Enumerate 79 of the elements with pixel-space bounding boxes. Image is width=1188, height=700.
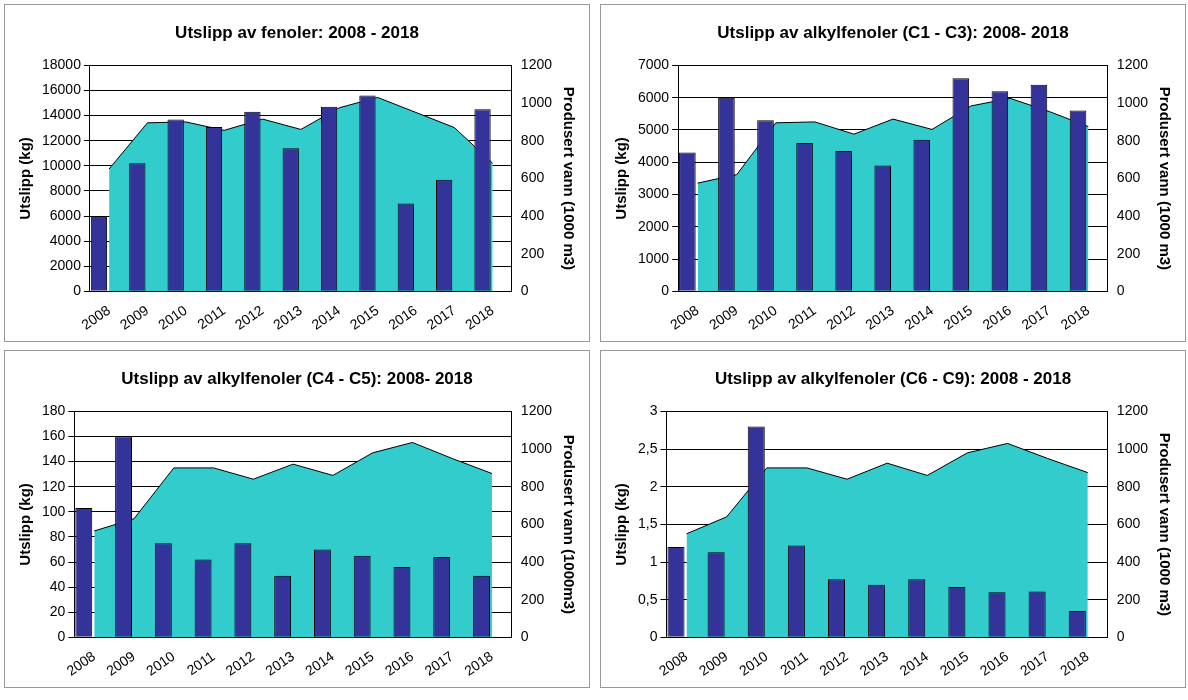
y-tick-label: 0 [73, 282, 82, 299]
y-tick-label: 20 [49, 603, 66, 620]
y2-tick-label: 200 [1116, 590, 1141, 607]
y-tick-label: 2000 [49, 257, 82, 274]
y-tick-label: 120 [42, 477, 66, 494]
chart-title: Utslipp av alkylfenoler (C4 - C5): 2008- 2018 [121, 368, 473, 388]
y-tick-label: 6000 [637, 88, 670, 105]
x-tick-label: 2011 [194, 301, 229, 333]
y-tick-label: 8000 [49, 181, 82, 198]
y-tick-label: 1 [649, 552, 658, 569]
y2-axis-title: Produsert vann (1000m3) [560, 434, 578, 615]
y2-tick-label: 400 [1116, 206, 1141, 223]
x-tick-label: 2011 [777, 647, 812, 679]
x-tick-label: 2011 [183, 647, 218, 679]
y-tick-label: 5000 [637, 120, 670, 137]
y2-tick-label: 600 [1116, 169, 1141, 186]
y2-tick-label: 800 [520, 131, 545, 148]
y2-tick-label: 0 [1116, 282, 1125, 299]
y-tick-label: 4000 [637, 153, 670, 170]
y2-tick-label: 600 [1116, 515, 1141, 532]
y-axis-title: Utslipp (kg) [16, 137, 34, 220]
y-tick-label: 6000 [49, 206, 82, 223]
y-tick-label: 40 [49, 578, 66, 595]
y-tick-label: 14000 [41, 106, 82, 123]
y2-tick-label: 0 [1116, 628, 1125, 645]
y2-tick-label: 400 [520, 552, 545, 569]
y-tick-label: 160 [42, 427, 66, 444]
y-axis-title: Utslipp (kg) [612, 137, 630, 220]
y2-axis-title: Produsert vann (1000 m3) [1156, 432, 1174, 617]
y2-tick-label: 200 [1116, 244, 1141, 261]
y2-tick-label: 1000 [1116, 439, 1149, 456]
y-tick-label: 10000 [41, 156, 82, 173]
y2-tick-label: 1000 [1116, 93, 1149, 110]
y2-tick-label: 800 [1116, 131, 1141, 148]
y-tick-label: 0 [57, 628, 66, 645]
y-tick-label: 3 [649, 402, 658, 419]
y-tick-label: 2,5 [637, 439, 658, 456]
y2-tick-label: 1200 [1116, 56, 1149, 73]
x-tick-label: 2011 [784, 301, 819, 333]
y2-tick-label: 800 [1116, 477, 1141, 494]
chart-title: Utslipp av alkylfenoler (C6 - C9): 2008 - 2018 [714, 368, 1072, 388]
y-tick-label: 2000 [637, 217, 670, 234]
y-tick-label: 0 [649, 628, 658, 645]
y-tick-label: 100 [42, 502, 66, 519]
y-tick-label: 1,5 [637, 515, 658, 532]
y-axis-title: Utslipp (kg) [16, 483, 34, 566]
y2-tick-label: 1000 [520, 93, 553, 110]
y-axis-title: Utslipp (kg) [612, 483, 630, 566]
y-tick-label: 60 [49, 552, 66, 569]
y2-tick-label: 600 [520, 515, 545, 532]
y-tick-label: 0 [661, 282, 670, 299]
y-tick-label: 18000 [41, 56, 82, 73]
y-tick-label: 80 [49, 527, 66, 544]
y2-tick-label: 1200 [1116, 402, 1149, 419]
y2-tick-label: 200 [520, 590, 545, 607]
y2-axis-title: Produsert vann (1000 m3) [560, 86, 578, 271]
y2-tick-label: 1200 [520, 56, 553, 73]
y-tick-label: 4000 [49, 232, 82, 249]
y2-tick-label: 200 [520, 244, 545, 261]
y-tick-label: 0,5 [637, 590, 658, 607]
chart-title: Utslipp av fenoler: 2008 - 2018 [175, 22, 419, 42]
chart-title: Utslipp av alkylfenoler (C1 - C3): 2008- 2018 [717, 22, 1069, 42]
y-tick-label: 7000 [637, 56, 670, 73]
y2-tick-label: 1200 [520, 402, 553, 419]
y2-tick-label: 400 [520, 206, 545, 223]
y-tick-label: 16000 [41, 81, 82, 98]
y-tick-label: 12000 [41, 131, 82, 148]
y-tick-label: 180 [42, 402, 66, 419]
y-tick-label: 1000 [637, 249, 670, 266]
y-tick-label: 3000 [637, 185, 670, 202]
y2-tick-label: 600 [520, 169, 545, 186]
y2-tick-label: 0 [520, 282, 529, 299]
y2-tick-label: 800 [520, 477, 545, 494]
y-tick-label: 2 [649, 477, 658, 494]
y2-axis-title: Produsert vann (1000 m3) [1156, 86, 1174, 271]
y-tick-label: 140 [42, 452, 66, 469]
y2-tick-label: 400 [1116, 552, 1141, 569]
y2-tick-label: 1000 [520, 439, 553, 456]
y2-tick-label: 0 [520, 628, 529, 645]
